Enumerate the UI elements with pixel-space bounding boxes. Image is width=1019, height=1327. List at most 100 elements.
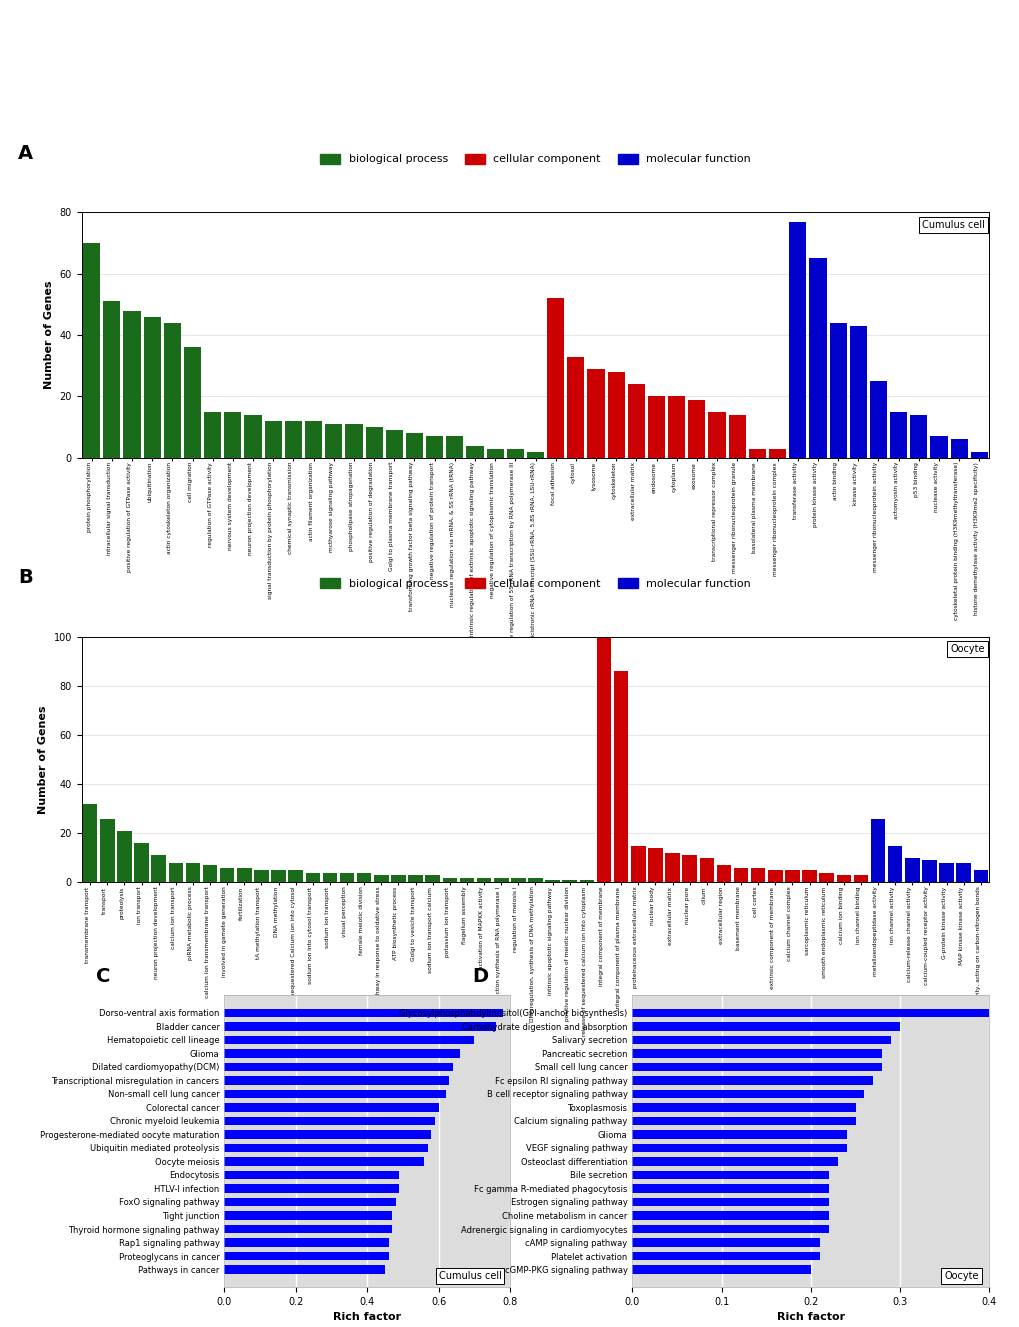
Bar (613, 671, 628, 882)
Bar (632, 1050, 881, 1058)
Bar (546, 299, 564, 458)
Bar (627, 385, 644, 458)
Bar (632, 1103, 855, 1112)
Bar (220, 868, 234, 882)
Bar (938, 863, 953, 882)
Legend: biological process, cellular component, molecular function: biological process, cellular component, … (315, 149, 755, 169)
Bar (164, 322, 180, 458)
Bar (632, 1184, 828, 1193)
Bar (224, 1009, 502, 1018)
Bar (224, 1116, 435, 1125)
Bar (288, 871, 303, 882)
Bar (224, 1157, 424, 1166)
Bar (632, 1116, 855, 1125)
Bar (596, 637, 610, 882)
Bar (808, 259, 825, 458)
Text: D: D (472, 967, 487, 986)
Bar (224, 1089, 445, 1099)
Bar (476, 877, 491, 882)
Bar (632, 1076, 872, 1085)
Bar (224, 1197, 395, 1206)
Bar (545, 880, 559, 882)
Bar (185, 863, 200, 882)
Bar (632, 1035, 891, 1044)
Bar (802, 871, 816, 882)
Bar (511, 877, 525, 882)
Bar (667, 397, 685, 458)
Bar (632, 1238, 819, 1247)
Bar (664, 853, 679, 882)
Bar (203, 865, 217, 882)
Bar (647, 397, 664, 458)
Bar (767, 871, 782, 882)
Bar (956, 863, 970, 882)
Bar (151, 856, 166, 882)
Bar (425, 874, 439, 882)
Bar (284, 421, 302, 458)
Bar (699, 857, 713, 882)
Bar (587, 369, 604, 458)
Bar (632, 1157, 837, 1166)
Bar (103, 301, 120, 458)
Bar (888, 845, 902, 882)
Bar (647, 848, 662, 882)
Bar (183, 348, 201, 458)
Bar (904, 857, 919, 882)
Bar (632, 1197, 828, 1206)
Bar (445, 437, 463, 458)
Bar (972, 871, 987, 882)
Bar (632, 1089, 864, 1099)
Bar (632, 1131, 846, 1139)
Bar (426, 437, 443, 458)
X-axis label: Rich factor: Rich factor (333, 1312, 400, 1323)
Bar (716, 865, 731, 882)
Bar (204, 411, 221, 458)
Bar (224, 1035, 474, 1044)
Bar (728, 415, 745, 458)
Bar (970, 451, 987, 458)
Bar (849, 326, 866, 458)
Bar (224, 1170, 399, 1180)
Bar (224, 1212, 391, 1220)
Bar (836, 874, 850, 882)
Bar (224, 1184, 399, 1193)
Bar (631, 845, 645, 882)
Bar (768, 449, 786, 458)
Text: A: A (18, 143, 34, 163)
Bar (224, 1251, 388, 1261)
Bar (224, 1265, 385, 1274)
Bar (224, 1144, 428, 1152)
Bar (224, 1050, 460, 1058)
Bar (339, 873, 354, 882)
Bar (567, 357, 584, 458)
Bar (506, 449, 524, 458)
Bar (83, 243, 100, 458)
Bar (224, 1076, 449, 1085)
Bar (117, 831, 131, 882)
Bar (632, 1009, 1015, 1018)
Bar (322, 873, 337, 882)
Bar (853, 874, 867, 882)
Bar (224, 1063, 452, 1071)
Bar (870, 819, 884, 882)
Text: Cumulus cell: Cumulus cell (921, 220, 984, 230)
Bar (357, 873, 371, 882)
Bar (632, 1251, 819, 1261)
Bar (245, 415, 262, 458)
Text: Cumulus cell: Cumulus cell (438, 1271, 501, 1282)
Bar (486, 449, 503, 458)
Bar (733, 868, 748, 882)
Bar (305, 421, 322, 458)
Bar (408, 874, 423, 882)
Text: Oocyte: Oocyte (944, 1271, 978, 1282)
Bar (325, 425, 342, 458)
Bar (607, 372, 625, 458)
Bar (306, 873, 320, 882)
Bar (632, 1225, 828, 1233)
Bar (561, 880, 577, 882)
Bar (708, 411, 725, 458)
Bar (385, 430, 403, 458)
Bar (750, 868, 764, 882)
Bar (632, 1144, 846, 1152)
Bar (890, 411, 906, 458)
